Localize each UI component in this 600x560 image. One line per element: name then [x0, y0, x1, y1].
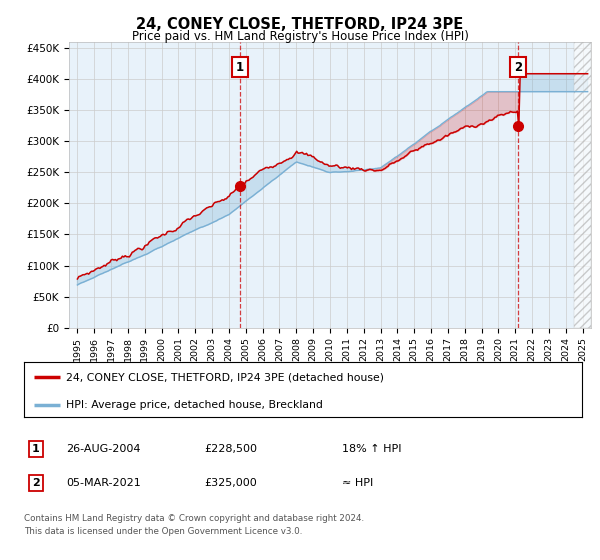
Text: 26-AUG-2004: 26-AUG-2004 [66, 444, 140, 454]
Text: 24, CONEY CLOSE, THETFORD, IP24 3PE: 24, CONEY CLOSE, THETFORD, IP24 3PE [136, 17, 464, 32]
Text: 2: 2 [32, 478, 40, 488]
Text: 1: 1 [236, 60, 244, 73]
Text: 24, CONEY CLOSE, THETFORD, IP24 3PE (detached house): 24, CONEY CLOSE, THETFORD, IP24 3PE (det… [66, 372, 384, 382]
Text: 05-MAR-2021: 05-MAR-2021 [66, 478, 141, 488]
Text: £228,500: £228,500 [204, 444, 257, 454]
Text: 1: 1 [32, 444, 40, 454]
Bar [574, 42, 591, 328]
Text: £325,000: £325,000 [204, 478, 257, 488]
Text: ≈ HPI: ≈ HPI [342, 478, 373, 488]
Text: 18% ↑ HPI: 18% ↑ HPI [342, 444, 401, 454]
Text: Price paid vs. HM Land Registry's House Price Index (HPI): Price paid vs. HM Land Registry's House … [131, 30, 469, 43]
Text: Contains HM Land Registry data © Crown copyright and database right 2024.
This d: Contains HM Land Registry data © Crown c… [24, 514, 364, 536]
Text: 2: 2 [514, 60, 522, 73]
Text: HPI: Average price, detached house, Breckland: HPI: Average price, detached house, Brec… [66, 400, 323, 410]
